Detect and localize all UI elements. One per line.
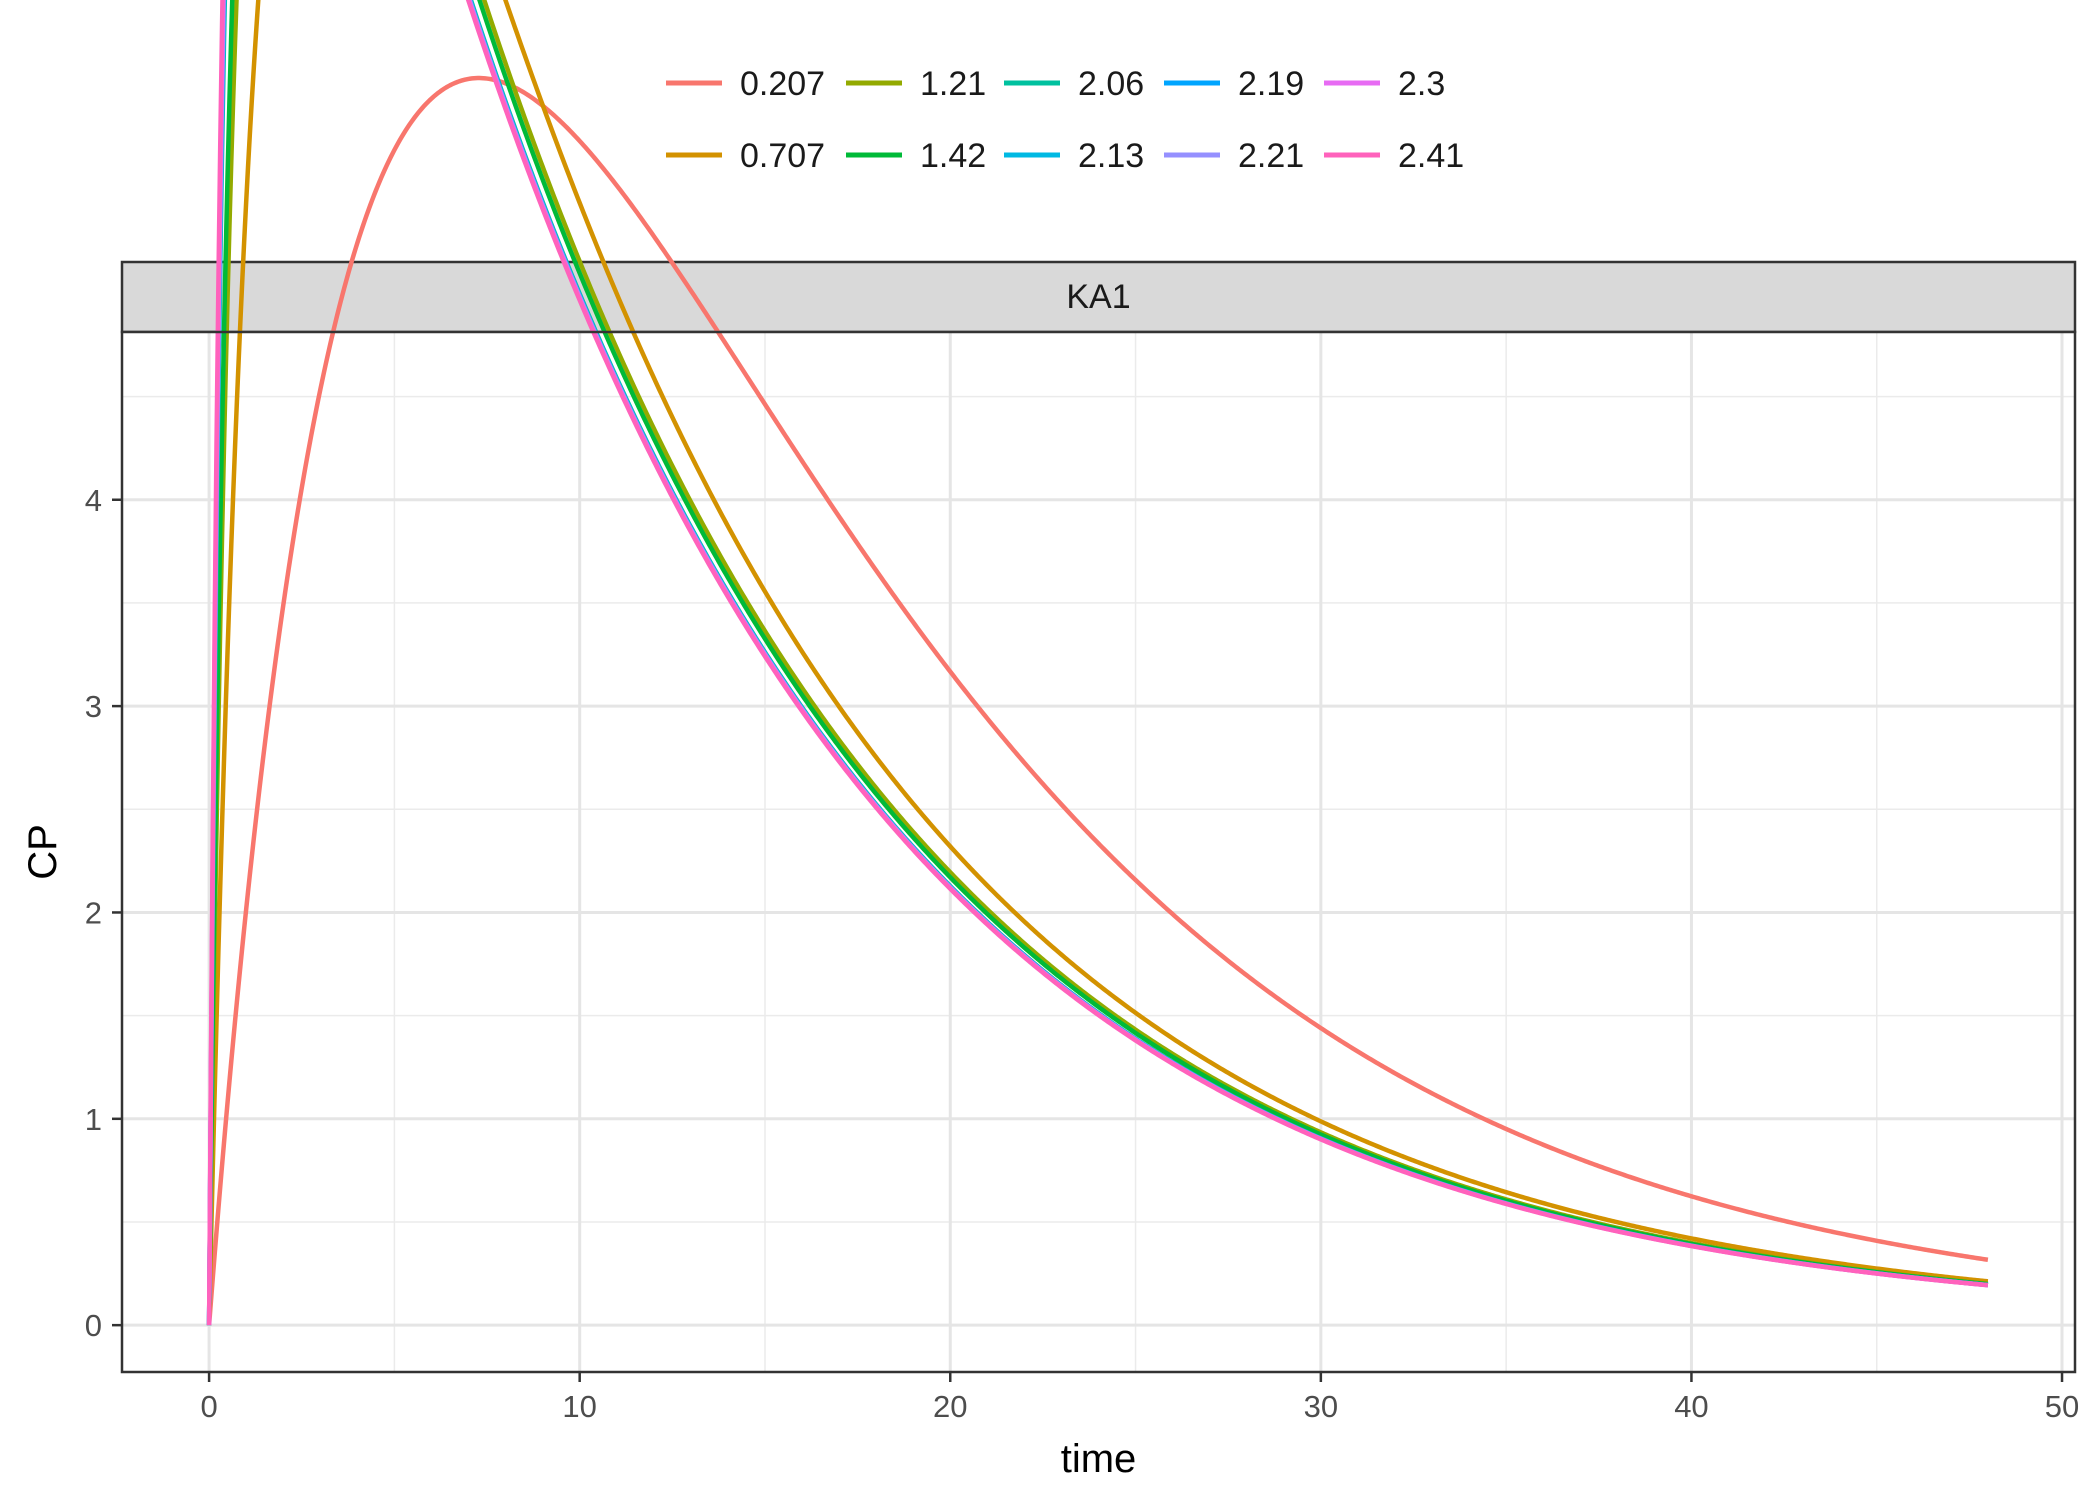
- series-line-0-707: [206, 0, 1989, 1326]
- facet-strip: [120, 260, 2077, 334]
- legend-label: 2.41: [1398, 137, 1464, 175]
- y-tick-label: 3: [85, 689, 102, 724]
- y-axis-title: CP: [21, 824, 65, 880]
- facet-strip-label: KA1: [1066, 278, 1130, 316]
- legend-label: 2.3: [1398, 65, 1445, 103]
- legend-item: 2.19: [1164, 65, 1304, 103]
- x-tick-label: 50: [2045, 1389, 2079, 1424]
- plot-panel: [120, 0, 2077, 1374]
- legend-label: 0.707: [740, 137, 825, 175]
- legend-item: 2.41: [1324, 137, 1464, 175]
- legend-label: 1.42: [920, 137, 986, 175]
- panel-background: [122, 332, 2075, 1372]
- legend-item: 2.3: [1324, 65, 1445, 103]
- x-tick-label: 0: [200, 1389, 217, 1424]
- y-tick-label: 2: [85, 895, 102, 930]
- legend-item: 1.21: [846, 65, 986, 103]
- legend-item: 2.21: [1164, 137, 1304, 175]
- legend-label: 1.21: [920, 65, 986, 103]
- legend-item: 0.707: [666, 137, 825, 175]
- legend-item: 2.06: [1004, 65, 1144, 103]
- legend-item: 2.13: [1004, 137, 1144, 175]
- y-axis: 0 1 2 3 4: [85, 483, 122, 1343]
- y-tick-label: 0: [85, 1308, 102, 1343]
- x-axis: 0 10 20 30 40 50: [200, 1372, 2079, 1424]
- legend-label: 2.06: [1078, 65, 1144, 103]
- y-tick-label: 1: [85, 1102, 102, 1137]
- legend-label: 2.13: [1078, 137, 1144, 175]
- legend-label: 2.21: [1238, 137, 1304, 175]
- x-axis-title: time: [1061, 1437, 1137, 1481]
- x-tick-label: 30: [1304, 1389, 1338, 1424]
- x-tick-label: 20: [933, 1389, 967, 1424]
- legend-item: 0.207: [666, 65, 825, 103]
- legend-item: 1.42: [846, 137, 986, 175]
- legend: 0.207 0.707 1.21 1.42 2.06 2.13 2.19 2.21 2.3 2.4…: [666, 65, 1464, 175]
- legend-label: 0.207: [740, 65, 825, 103]
- series-line-2-41: [206, 0, 1989, 1326]
- x-tick-label: 10: [562, 1389, 596, 1424]
- y-tick-label: 4: [85, 483, 102, 518]
- series-lines: [206, 0, 1989, 1326]
- legend-label: 2.19: [1238, 65, 1304, 103]
- panel-border: [120, 330, 2077, 1374]
- grid-major: [122, 332, 2075, 1372]
- x-tick-label: 40: [1674, 1389, 1708, 1424]
